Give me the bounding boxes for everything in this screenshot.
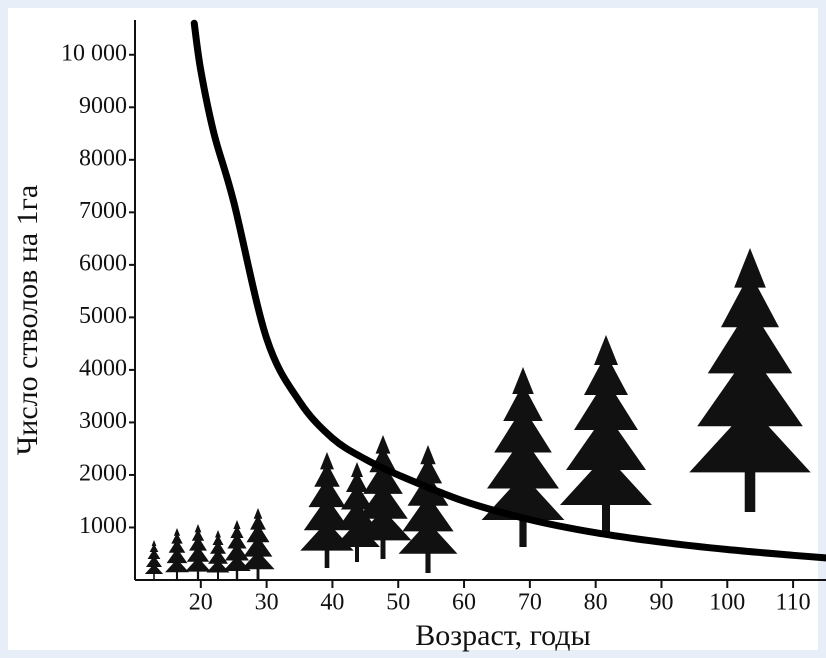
y-tick-label: 7000 xyxy=(79,198,127,224)
x-tick-label: 60 xyxy=(452,590,476,616)
curve xyxy=(190,19,826,562)
y-axis-title: Число стволов на 1га xyxy=(11,185,44,455)
y-tick-label: 2000 xyxy=(79,460,127,486)
x-tick-label: 70 xyxy=(518,590,542,616)
x-tick-label: 20 xyxy=(189,590,213,616)
y-tick-label: 3000 xyxy=(79,408,127,434)
x-tick-label: 110 xyxy=(776,590,811,616)
x-tick-label: 50 xyxy=(386,590,410,616)
x-tick-label: 30 xyxy=(255,590,279,616)
plot-area xyxy=(134,20,826,581)
y-tick-label: 8000 xyxy=(79,145,127,171)
y-tick-label: 1000 xyxy=(79,513,127,539)
y-tick-label: 4000 xyxy=(79,355,127,381)
x-tick-label: 100 xyxy=(709,590,745,616)
x-tick-label: 40 xyxy=(320,590,344,616)
y-tick-label: 6000 xyxy=(79,250,127,276)
x-axis-title: Возраст, годы xyxy=(415,619,590,652)
y-tick-label: 9000 xyxy=(79,93,127,119)
x-tick-label: 80 xyxy=(584,590,608,616)
y-tick-label: 5000 xyxy=(79,303,127,329)
y-tick-label: 10 000 xyxy=(61,40,127,66)
x-tick-label: 90 xyxy=(649,590,673,616)
